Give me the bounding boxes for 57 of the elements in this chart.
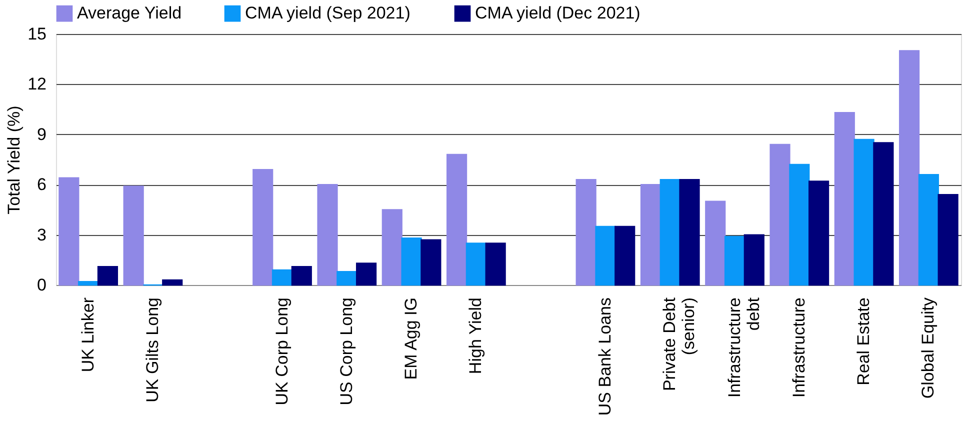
y-tick-label: 9 bbox=[37, 124, 46, 144]
bar bbox=[918, 174, 939, 286]
legend-label: CMA yield (Dec 2021) bbox=[475, 4, 640, 23]
bar bbox=[854, 138, 874, 286]
x-tick-label: US Corp Long bbox=[336, 298, 356, 406]
x-tick-label: Global Equity bbox=[918, 297, 938, 399]
bar bbox=[705, 200, 726, 286]
bar bbox=[640, 184, 662, 286]
x-tick-label: US Bank Loans bbox=[595, 298, 614, 416]
x-tick-label: Infrastructure debt bbox=[724, 297, 763, 398]
bar bbox=[162, 279, 183, 286]
bar bbox=[382, 209, 402, 286]
bar bbox=[938, 194, 958, 286]
bar bbox=[485, 242, 506, 286]
bar bbox=[744, 234, 764, 286]
y-tick-label: 3 bbox=[37, 225, 46, 244]
bar bbox=[789, 164, 810, 286]
bar bbox=[272, 269, 293, 286]
bar bbox=[770, 144, 790, 286]
x-tick-label: UK Gilts Long bbox=[142, 298, 162, 402]
bar bbox=[58, 177, 80, 286]
bar bbox=[446, 154, 468, 286]
bar bbox=[576, 178, 596, 286]
x-tick-label: UK Corp Long bbox=[272, 298, 292, 406]
bar bbox=[252, 168, 274, 286]
x-tick-label: High Yield bbox=[466, 298, 486, 374]
x-tick-label: Infrastructure bbox=[789, 298, 808, 398]
bar bbox=[679, 178, 700, 286]
bar bbox=[401, 238, 422, 286]
x-tick-label: UK Linker bbox=[78, 297, 98, 372]
bar bbox=[291, 266, 312, 286]
bar bbox=[336, 271, 358, 286]
bar bbox=[660, 178, 680, 286]
bar bbox=[466, 242, 486, 286]
bar bbox=[614, 226, 636, 286]
y-tick-label: 15 bbox=[28, 24, 46, 44]
x-tick-label: EM Agg IG bbox=[402, 298, 421, 380]
bar bbox=[123, 186, 144, 286]
x-tick-label: Private Debt (senior) bbox=[660, 297, 698, 392]
bar bbox=[420, 239, 442, 286]
bar bbox=[724, 236, 746, 286]
y-tick-label: 0 bbox=[37, 276, 46, 294]
y-tick-label: 6 bbox=[37, 175, 46, 194]
bar bbox=[317, 184, 338, 286]
bar bbox=[356, 262, 377, 286]
x-tick-label: Real Estate bbox=[854, 298, 874, 386]
bar bbox=[595, 226, 616, 286]
bar bbox=[78, 281, 99, 286]
bar bbox=[898, 50, 920, 286]
bar bbox=[808, 180, 830, 286]
y-axis-title: Total Yield (%) bbox=[4, 106, 24, 214]
bar bbox=[873, 142, 894, 286]
y-tick-label: 12 bbox=[28, 74, 46, 94]
legend-label: CMA yield (Sep 2021) bbox=[245, 4, 410, 23]
bar bbox=[97, 266, 118, 286]
legend-label: Average Yield bbox=[77, 4, 182, 23]
bar bbox=[834, 112, 855, 286]
